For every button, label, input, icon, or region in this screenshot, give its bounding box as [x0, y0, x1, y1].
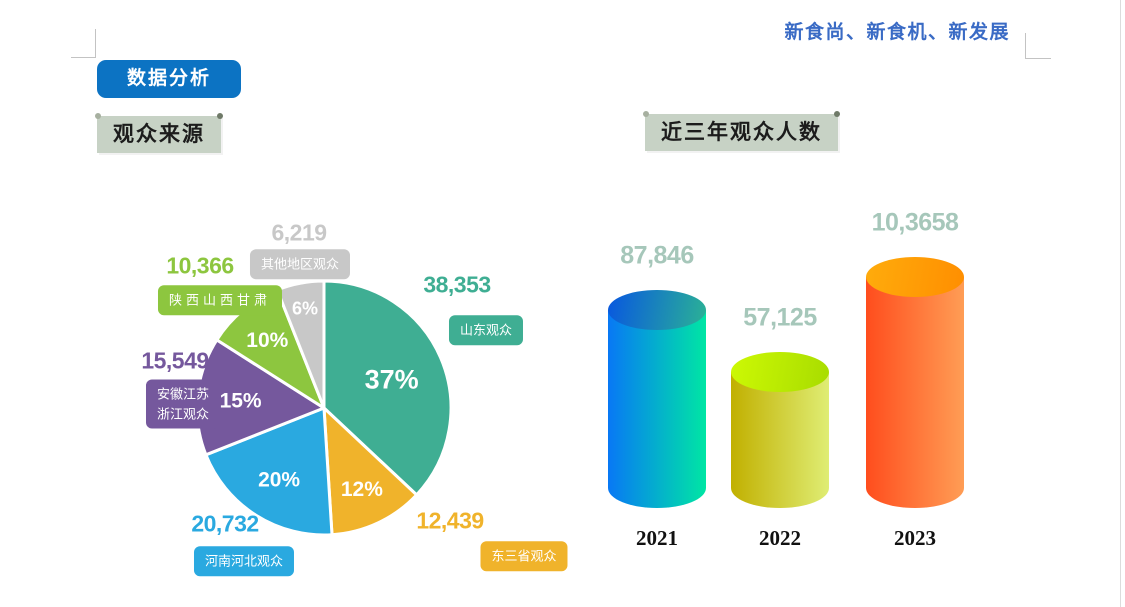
bar-category-label: 2023 — [894, 526, 936, 550]
bar-value-label: 87,846 — [620, 241, 694, 270]
page-corner-mark — [1025, 33, 1026, 58]
pie-section-title-text: 观众来源 — [113, 122, 205, 146]
pie-value-label: 38,353 — [423, 271, 491, 298]
pie-slice-1 — [322, 279, 453, 497]
page-corner-mark — [1025, 58, 1051, 59]
pie-percent-label: 6% — [292, 299, 318, 319]
header-slogan: 新食尚、新食机、新发展 — [784, 22, 1010, 43]
cylinder-top — [866, 257, 964, 297]
pie-percent-label: 37% — [365, 364, 419, 394]
pie-value-label: 12,439 — [416, 507, 484, 534]
cylinder-top — [731, 352, 829, 392]
pie-category-badge-text: 安徽江苏 — [156, 386, 210, 402]
bar-section-title: 近三年观众人数 — [643, 111, 840, 151]
pie-value-label: 10,366 — [166, 252, 234, 279]
pin-icon — [95, 113, 101, 119]
pie-category-badge-text: 河南河北观众 — [204, 553, 284, 569]
bar-section-title-text: 近三年观众人数 — [661, 120, 822, 144]
pie-percent-label: 10% — [246, 329, 288, 352]
pie-section-title: 观众来源 — [95, 113, 223, 153]
pie-slice-3 — [204, 406, 334, 537]
bar-value-label: 10,3658 — [871, 208, 959, 237]
pie-value-label: 15,549 — [141, 347, 209, 374]
page-edge-line — [1120, 0, 1121, 607]
pie-category-badge: 陕西山西甘肃 — [157, 285, 283, 315]
pie-category-badge: 河南河北观众 — [193, 546, 295, 576]
pie-category-badge-text: 其他地区观众 — [260, 256, 340, 272]
bar-value-label: 57,125 — [743, 303, 817, 332]
pie-value-label: 6,219 — [271, 219, 327, 246]
pie-category-badge: 安徽江苏 浙江观众 — [145, 379, 221, 429]
bar-cylinder-2023 — [866, 257, 964, 508]
pin-icon — [217, 113, 223, 119]
pie-slice-2 — [322, 406, 419, 537]
pie-percent-label: 15% — [220, 390, 262, 413]
bar-category-label: 2022 — [759, 526, 801, 550]
page-corner-mark — [71, 57, 96, 58]
pie-category-badge: 东三省观众 — [480, 541, 568, 571]
cylinder-body — [866, 277, 964, 508]
pin-icon — [834, 111, 840, 117]
pie-category-badge-text: 陕西山西甘肃 — [168, 292, 272, 308]
pie-percent-label: 20% — [258, 468, 300, 491]
pie-category-badge-text: 东三省观众 — [491, 548, 557, 564]
pie-percent-label: 12% — [341, 478, 383, 501]
bar-cylinder-2021 — [608, 290, 706, 508]
pie-category-badge: 其他地区观众 — [249, 249, 351, 279]
data-analysis-button[interactable]: 数据分析 — [97, 60, 241, 98]
cylinder-body — [731, 372, 829, 508]
pie-value-label: 20,732 — [191, 510, 259, 537]
pie-svg: 37% 12% 20% 15% 10%6% — [195, 279, 453, 537]
cylinder-top — [608, 290, 706, 330]
pie-category-badge-text: 山东观众 — [459, 322, 513, 338]
pie-category-badge-text: 浙江观众 — [156, 406, 210, 421]
pie-category-badge: 山东观众 — [448, 315, 524, 345]
cylinder-body — [608, 310, 706, 508]
bar-category-label: 2021 — [636, 526, 678, 550]
bar-cylinder-2022 — [731, 352, 829, 508]
pin-icon — [643, 111, 649, 117]
page-corner-mark — [95, 29, 96, 57]
